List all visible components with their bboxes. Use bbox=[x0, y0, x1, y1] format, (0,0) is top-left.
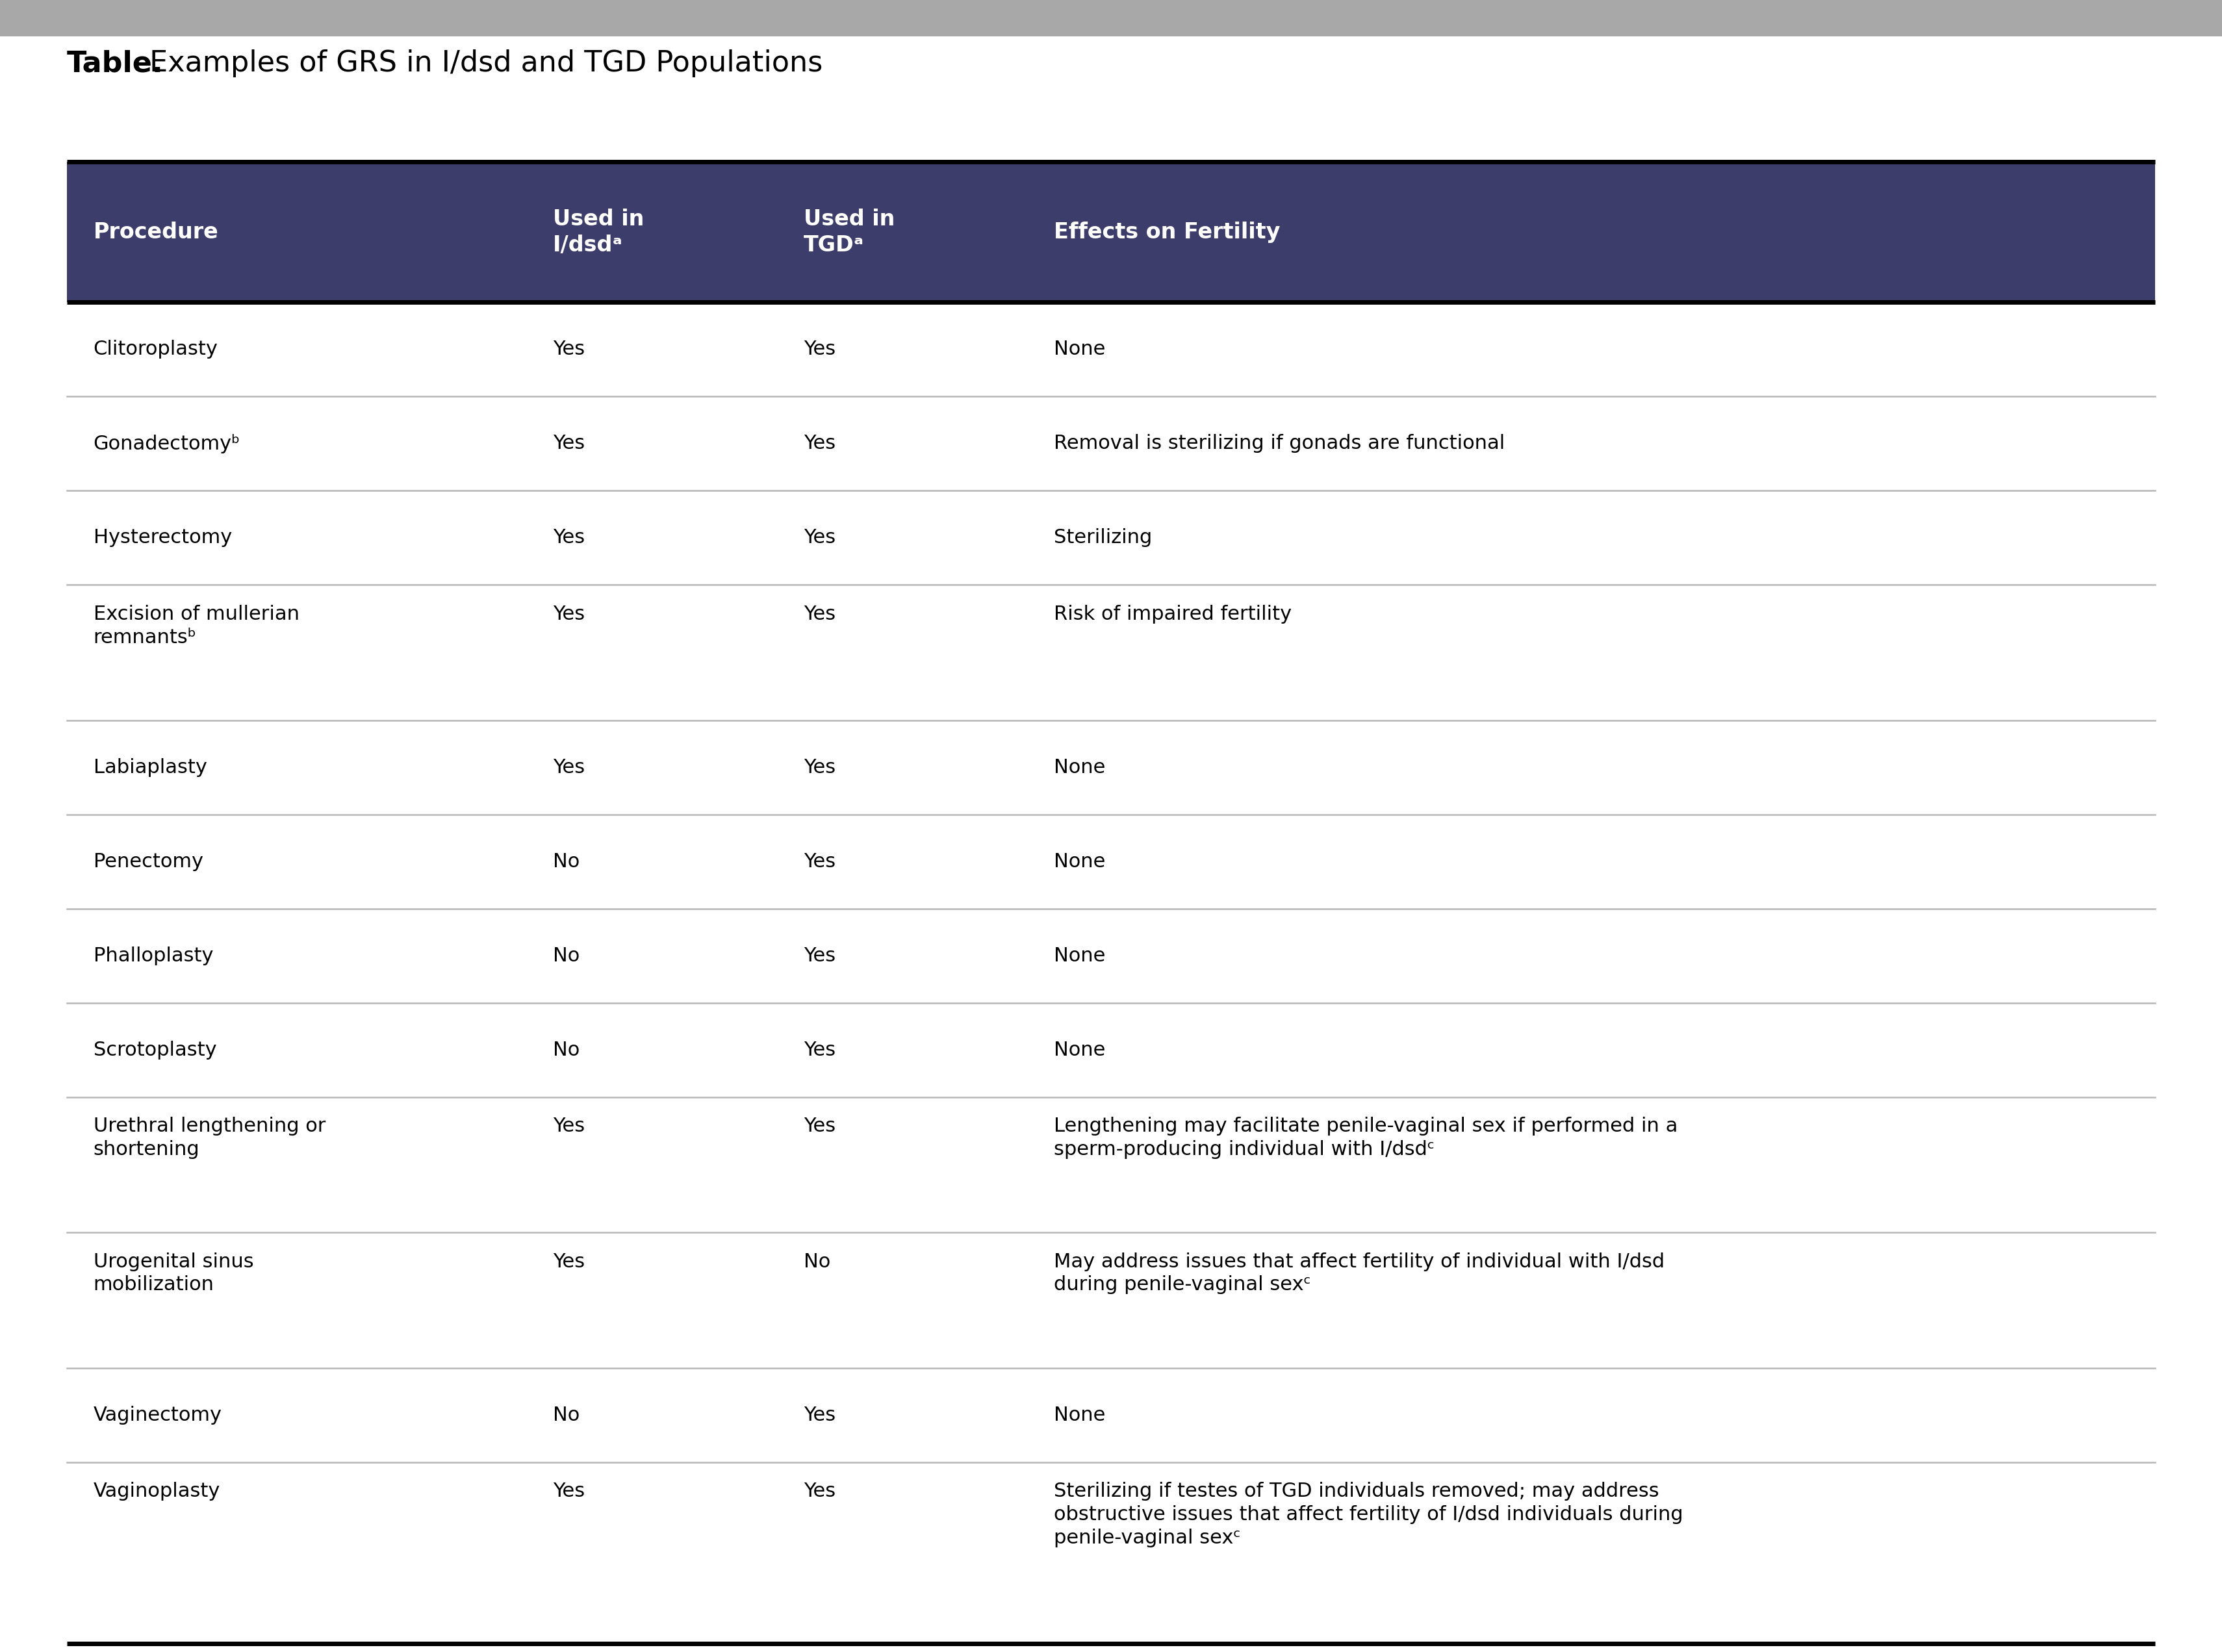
Text: None: None bbox=[1053, 1041, 1107, 1059]
Text: Yes: Yes bbox=[553, 1482, 584, 1500]
Text: Effects on Fertility: Effects on Fertility bbox=[1053, 221, 1280, 243]
Text: Gonadectomyᵇ: Gonadectomyᵇ bbox=[93, 434, 240, 453]
Text: Yes: Yes bbox=[804, 605, 835, 623]
Bar bbox=[67, 302, 2155, 396]
Text: No: No bbox=[553, 1041, 580, 1059]
Bar bbox=[67, 1462, 2155, 1644]
Text: Yes: Yes bbox=[553, 434, 584, 453]
Bar bbox=[0, 0, 2222, 36]
Text: Yes: Yes bbox=[804, 1117, 835, 1135]
Text: Examples of GRS in I/dsd and TGD Populations: Examples of GRS in I/dsd and TGD Populat… bbox=[67, 50, 822, 78]
Text: Urethral lengthening or
shortening: Urethral lengthening or shortening bbox=[93, 1117, 324, 1160]
Text: Yes: Yes bbox=[553, 758, 584, 776]
Text: Used in
TGDᵃ: Used in TGDᵃ bbox=[804, 208, 895, 256]
Bar bbox=[67, 396, 2155, 491]
Text: No: No bbox=[553, 947, 580, 965]
Text: Vaginoplasty: Vaginoplasty bbox=[93, 1482, 220, 1500]
Text: May address issues that affect fertility of individual with I/dsd
during penile-: May address issues that affect fertility… bbox=[1053, 1252, 1664, 1295]
Text: Penectomy: Penectomy bbox=[93, 852, 202, 871]
Text: Yes: Yes bbox=[553, 529, 584, 547]
Text: None: None bbox=[1053, 852, 1107, 871]
Text: Yes: Yes bbox=[553, 1117, 584, 1135]
Text: No: No bbox=[804, 1252, 831, 1270]
Bar bbox=[67, 909, 2155, 1003]
Text: Yes: Yes bbox=[804, 1406, 835, 1424]
Text: Yes: Yes bbox=[553, 340, 584, 358]
Text: Table.: Table. bbox=[67, 50, 162, 78]
Text: Risk of impaired fertility: Risk of impaired fertility bbox=[1053, 605, 1291, 623]
Text: Yes: Yes bbox=[804, 852, 835, 871]
Text: Lengthening may facilitate penile-vaginal sex if performed in a
sperm-producing : Lengthening may facilitate penile-vagina… bbox=[1053, 1117, 1678, 1160]
Text: Sterilizing: Sterilizing bbox=[1053, 529, 1153, 547]
Text: Yes: Yes bbox=[804, 340, 835, 358]
Text: Yes: Yes bbox=[804, 1482, 835, 1500]
Bar bbox=[67, 1232, 2155, 1368]
Text: Vaginectomy: Vaginectomy bbox=[93, 1406, 222, 1424]
Bar bbox=[67, 1003, 2155, 1097]
Text: Urogenital sinus
mobilization: Urogenital sinus mobilization bbox=[93, 1252, 253, 1295]
Text: Yes: Yes bbox=[804, 758, 835, 776]
Text: None: None bbox=[1053, 340, 1107, 358]
Bar bbox=[67, 814, 2155, 909]
Text: None: None bbox=[1053, 947, 1107, 965]
Text: Yes: Yes bbox=[804, 434, 835, 453]
Text: None: None bbox=[1053, 758, 1107, 776]
Text: Procedure: Procedure bbox=[93, 221, 218, 243]
Text: Excision of mullerian
remnantsᵇ: Excision of mullerian remnantsᵇ bbox=[93, 605, 300, 648]
Text: Phalloplasty: Phalloplasty bbox=[93, 947, 213, 965]
Text: Used in
I/dsdᵃ: Used in I/dsdᵃ bbox=[553, 208, 644, 256]
Text: Clitoroplasty: Clitoroplasty bbox=[93, 340, 218, 358]
Text: Yes: Yes bbox=[804, 947, 835, 965]
Text: Removal is sterilizing if gonads are functional: Removal is sterilizing if gonads are fun… bbox=[1053, 434, 1504, 453]
Bar bbox=[67, 1368, 2155, 1462]
Text: Yes: Yes bbox=[553, 1252, 584, 1270]
Text: Sterilizing if testes of TGD individuals removed; may address
obstructive issues: Sterilizing if testes of TGD individuals… bbox=[1053, 1482, 1684, 1548]
Bar bbox=[67, 162, 2155, 302]
Text: Yes: Yes bbox=[553, 605, 584, 623]
Text: Yes: Yes bbox=[804, 529, 835, 547]
Text: None: None bbox=[1053, 1406, 1107, 1424]
Text: Labiaplasty: Labiaplasty bbox=[93, 758, 207, 776]
Bar bbox=[67, 720, 2155, 814]
Text: Yes: Yes bbox=[804, 1041, 835, 1059]
Bar bbox=[67, 491, 2155, 585]
Bar bbox=[67, 585, 2155, 720]
Text: No: No bbox=[553, 1406, 580, 1424]
Text: No: No bbox=[553, 852, 580, 871]
Text: Hysterectomy: Hysterectomy bbox=[93, 529, 231, 547]
Text: Scrotoplasty: Scrotoplasty bbox=[93, 1041, 216, 1059]
Bar bbox=[67, 1097, 2155, 1232]
